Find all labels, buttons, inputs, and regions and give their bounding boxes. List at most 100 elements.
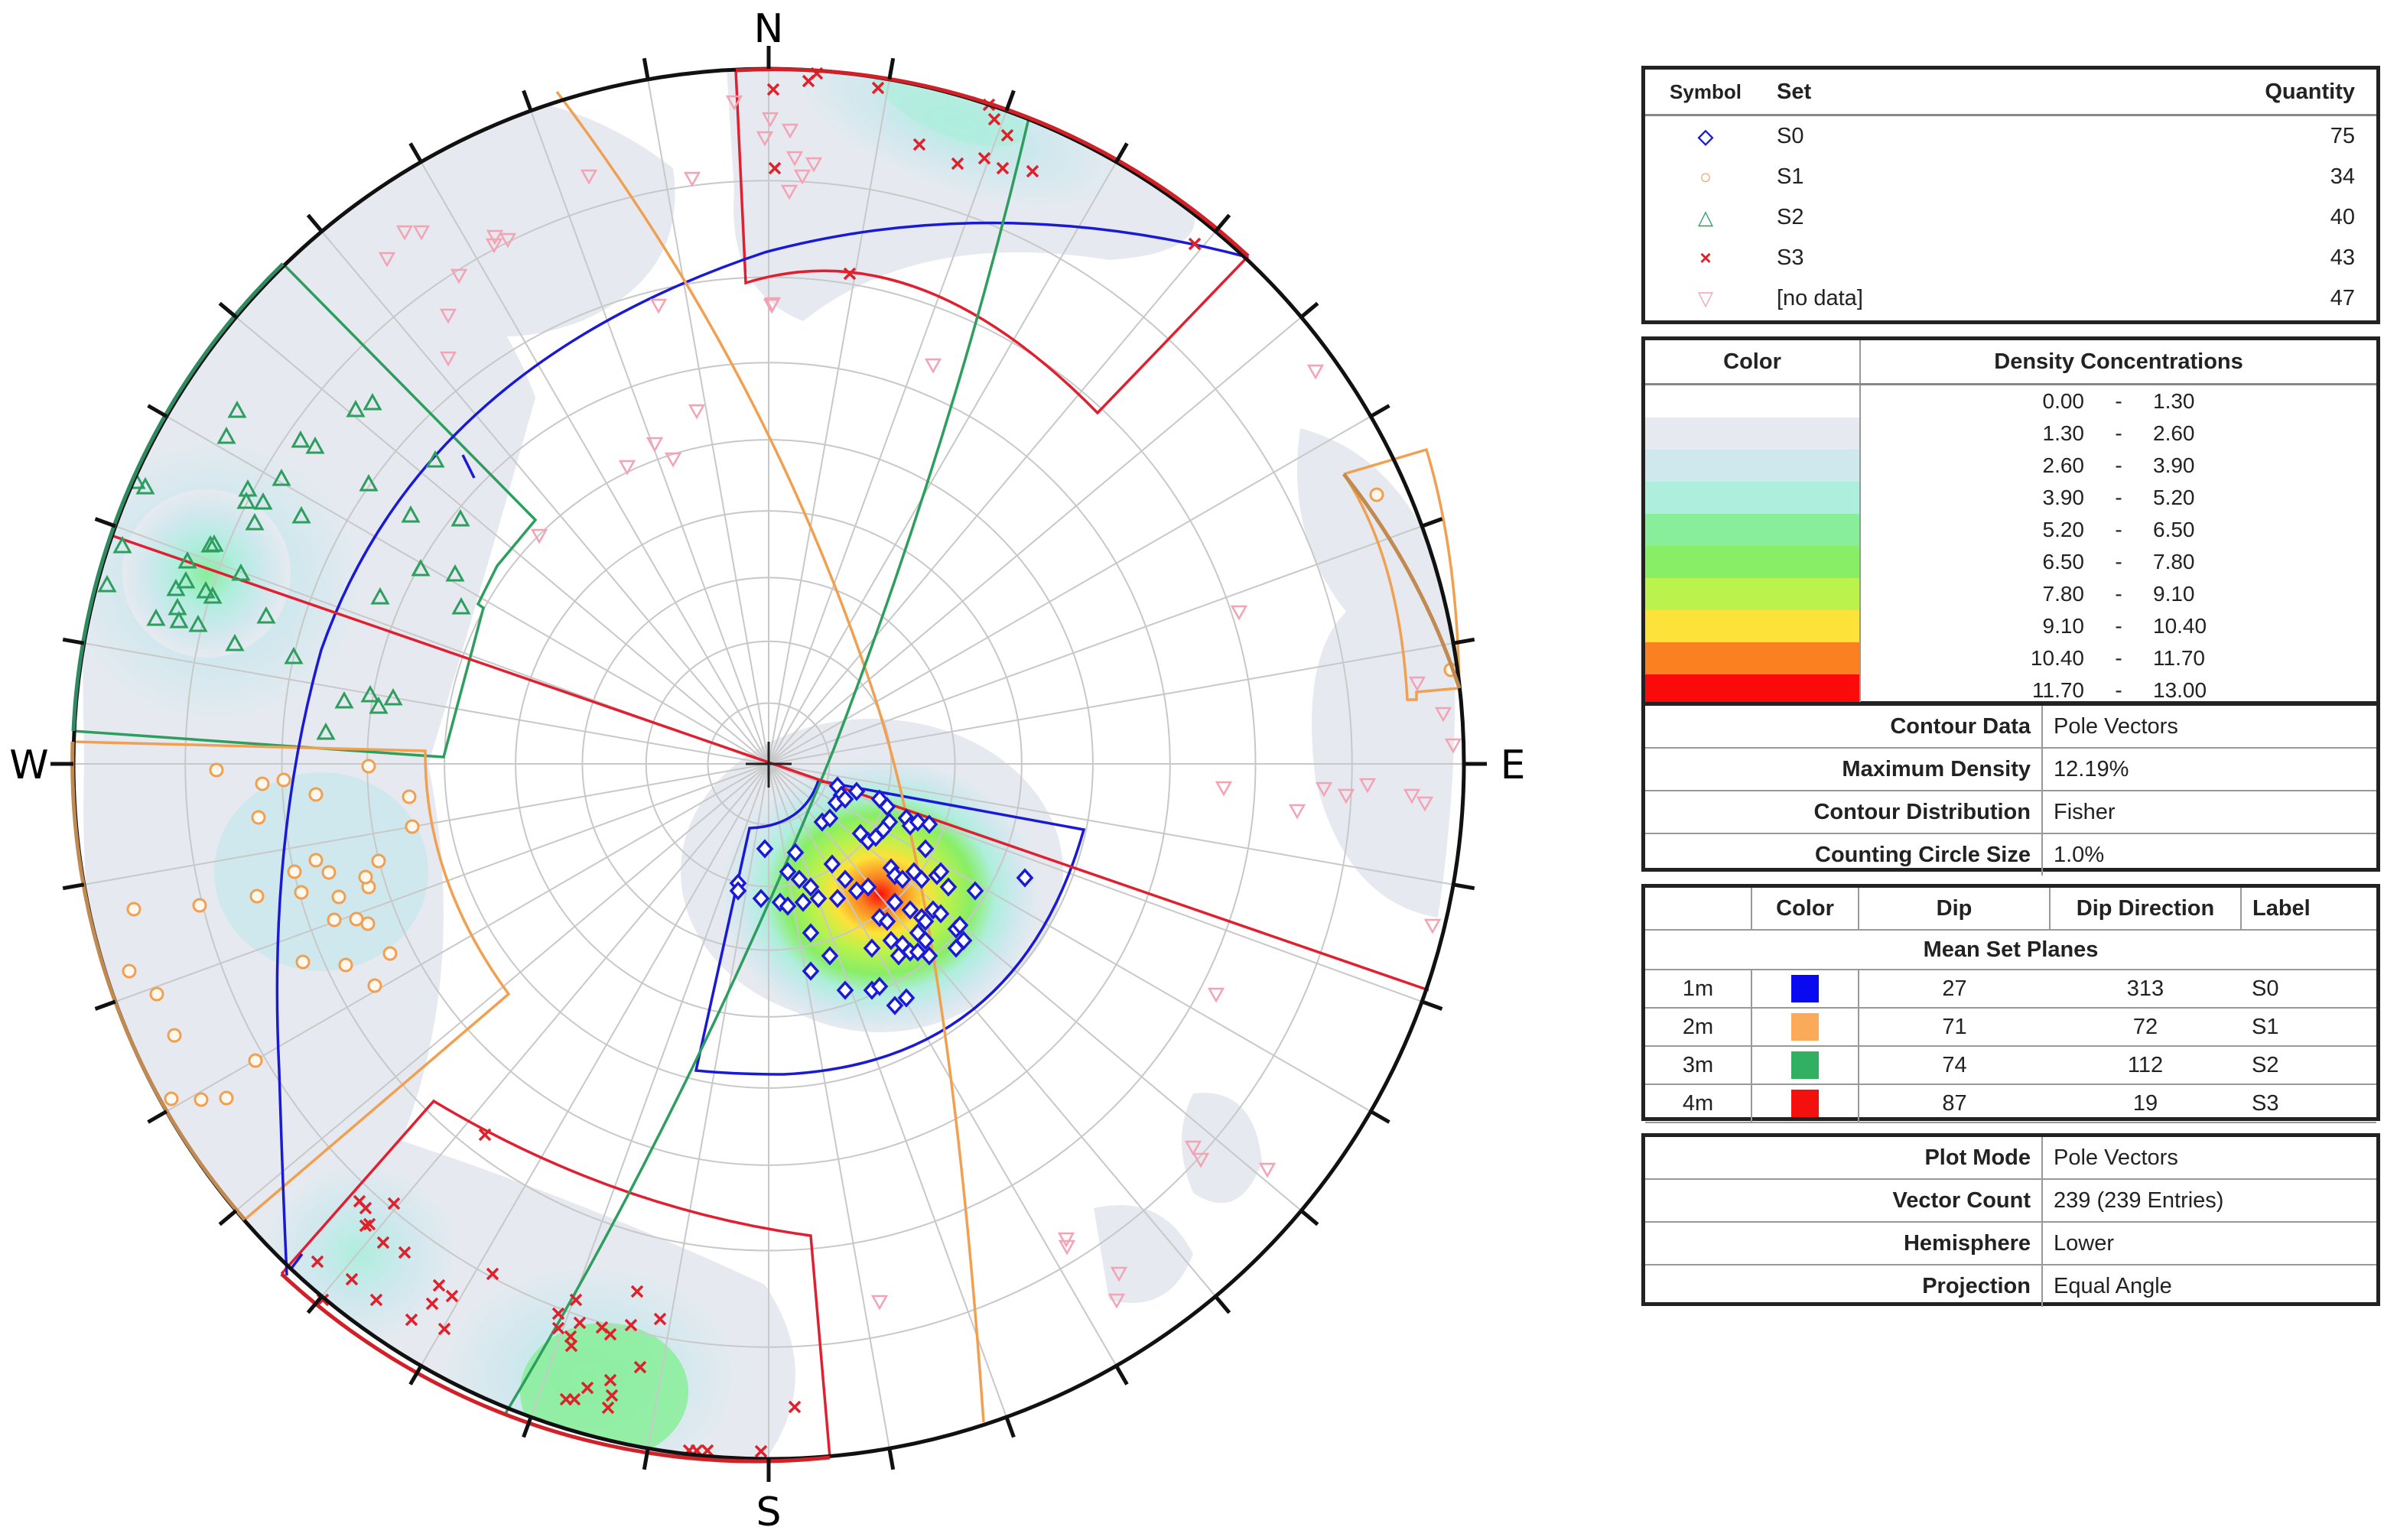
no-data-point-icon	[1057, 1232, 1075, 1248]
density-swatch	[1645, 546, 1861, 578]
density-swatch	[1645, 384, 1861, 417]
s0-point-icon	[886, 892, 904, 912]
s1-point-icon	[194, 1092, 209, 1107]
s3-point-icon	[633, 1360, 647, 1374]
no-data-point-icon	[725, 95, 743, 111]
s0-point-icon	[836, 789, 854, 809]
s3-point-icon	[1188, 237, 1202, 251]
density-legend-panel: Color Density Concentrations 0.00 - 1.30…	[1641, 336, 2380, 707]
hemisphere-row: Hemisphere Lower	[1645, 1222, 2376, 1265]
s1-point-icon	[248, 1053, 263, 1068]
max-density-row: Maximum Density 12.19%	[1645, 748, 2376, 791]
s3-point-icon	[359, 1201, 372, 1215]
s1-point-icon	[149, 986, 164, 1002]
s1-point-icon	[402, 789, 417, 804]
no-data-point-icon	[646, 437, 664, 453]
s2-point-icon	[216, 426, 236, 444]
plane-label: S1	[2241, 1008, 2376, 1047]
s0-point-icon	[886, 996, 904, 1015]
s2-point-icon	[236, 491, 256, 509]
s1-point-icon	[331, 889, 346, 905]
density-range: 6.50 - 7.80	[2042, 550, 2195, 573]
color-swatch	[1791, 1090, 1819, 1117]
s3-point-icon	[445, 1289, 459, 1303]
s0-point-icon	[912, 869, 931, 889]
no-data-point-icon	[1408, 676, 1426, 692]
s0-point-icon	[901, 900, 919, 920]
set-name: S2	[1777, 205, 1804, 229]
s1-point-icon	[367, 978, 382, 993]
no-data-point-icon	[1423, 918, 1442, 934]
s1-point-icon	[287, 864, 302, 879]
s2-point-icon	[176, 570, 196, 589]
s3-point-icon	[1026, 164, 1039, 178]
s1-point-icon	[360, 916, 376, 931]
s0-point-icon	[821, 946, 839, 966]
set-quantity: 47	[2330, 286, 2355, 310]
s3-point-icon	[1000, 128, 1014, 142]
pole-points	[97, 67, 1462, 1458]
s0-point-icon	[836, 980, 854, 1000]
south-label: S	[756, 1490, 781, 1535]
no-data-point-icon	[683, 171, 701, 187]
no-data-point-icon	[485, 238, 503, 254]
legend-row: △ S2 40	[1645, 197, 2376, 238]
legend-row: × S3 43	[1645, 238, 2376, 278]
s2-point-icon	[411, 558, 431, 577]
inverted-triangle-icon: ▽	[1698, 287, 1713, 310]
s1-point-icon	[358, 869, 373, 885]
s3-point-icon	[754, 1444, 768, 1458]
s0-point-icon	[893, 869, 912, 889]
s1-point-icon	[1369, 487, 1384, 502]
diamond-icon: ◇	[1698, 125, 1713, 148]
set-name: S3	[1777, 245, 1804, 270]
no-data-point-icon	[688, 404, 706, 420]
s1-point-icon	[209, 762, 224, 778]
contour-distribution-row: Contour Distribution Fisher	[1645, 791, 2376, 834]
no-data-point-icon	[1184, 1140, 1202, 1156]
mean-set-planes-title: Mean Set Planes	[1645, 930, 2376, 970]
s1-point-icon	[126, 902, 141, 917]
s1-point-icon	[167, 1028, 182, 1043]
s1-point-icon	[294, 885, 309, 900]
s2-point-icon	[245, 512, 265, 531]
s3-point-icon	[345, 1272, 359, 1286]
plane-label: S3	[2241, 1084, 2376, 1123]
s2-point-icon	[256, 606, 276, 624]
s0-dip-tick-2	[289, 1252, 304, 1271]
no-data-point-icon	[1315, 781, 1333, 798]
set-legend-panel: Symbol Set Quantity ◇ S0 75 ○ S1 34 △ S2…	[1641, 66, 2380, 324]
density-row: 3.90 - 5.20	[1645, 482, 2376, 514]
density-row: 0.00 - 1.30	[1645, 384, 2376, 417]
s3-point-icon	[311, 1255, 324, 1269]
s3-point-icon	[977, 151, 991, 165]
s0-point-icon	[729, 881, 747, 901]
s2-point-icon	[112, 535, 132, 554]
set-quantity: 34	[2330, 164, 2355, 189]
s2-point-icon	[196, 580, 216, 599]
s3-point-icon	[398, 1246, 411, 1259]
s3-point-icon	[376, 1236, 390, 1249]
s0-point-icon	[867, 827, 885, 847]
s2-point-icon	[360, 684, 380, 703]
no-data-point-icon	[1110, 1266, 1128, 1282]
s0-window	[694, 779, 1086, 1076]
s0-point-icon	[932, 904, 950, 924]
great-circle-s2	[503, 118, 1030, 1415]
s1-point-icon	[338, 957, 353, 973]
density-row: 11.70 - 13.00	[1645, 674, 2376, 707]
projection-row: Projection Equal Angle	[1645, 1265, 2376, 1307]
s3-point-icon	[630, 1285, 644, 1298]
s3-point-icon	[768, 161, 782, 175]
plane-color	[1751, 1046, 1859, 1085]
plane-id: 2m	[1645, 1008, 1752, 1047]
s2-point-icon	[169, 610, 189, 629]
density-range: 3.90 - 5.20	[2042, 486, 2195, 509]
counting-circle-label: Counting Circle Size	[1645, 833, 2043, 876]
no-data-point-icon	[530, 528, 548, 544]
set-name: [no data]	[1777, 286, 1863, 310]
center-cross	[746, 742, 792, 788]
west-label: W	[9, 742, 48, 788]
s3-point-icon	[564, 1339, 578, 1353]
triangle-icon: △	[1698, 206, 1713, 229]
